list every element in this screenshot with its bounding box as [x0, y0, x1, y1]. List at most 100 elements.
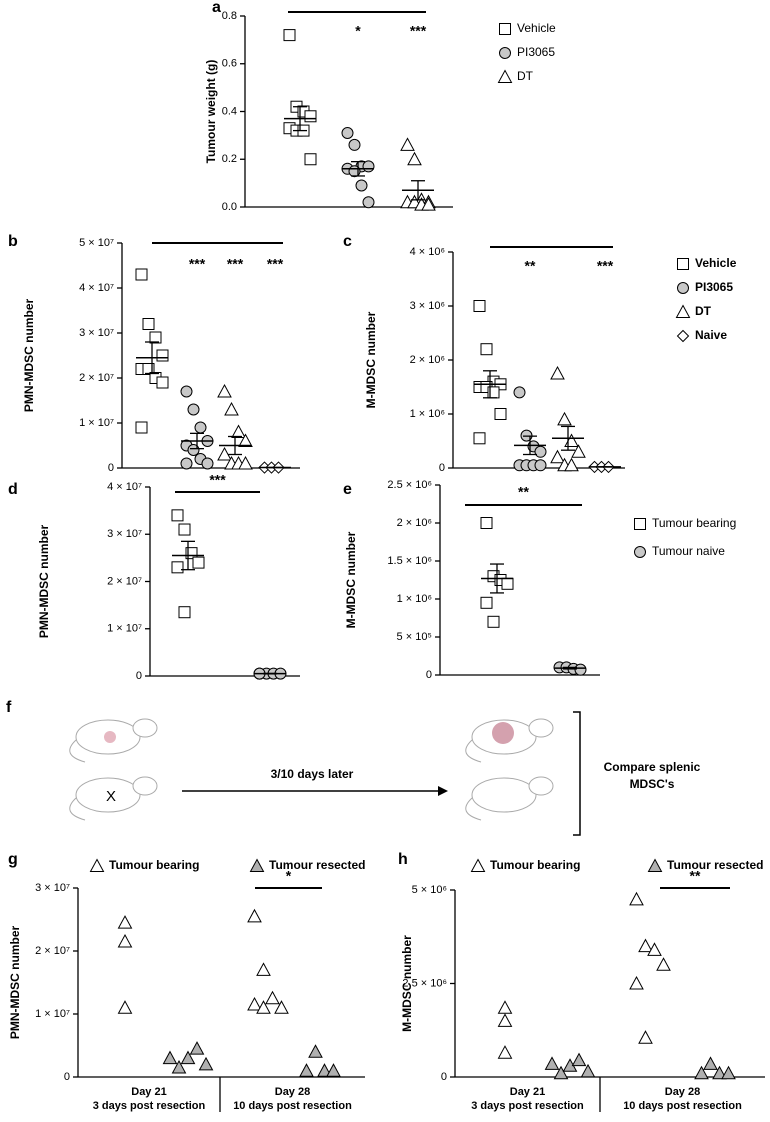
data-point — [501, 577, 514, 590]
data-point — [117, 934, 133, 948]
x-tick-label: Day 28 — [665, 1086, 700, 1098]
y-tick-label: 3 × 10⁶ — [410, 300, 445, 312]
data-point — [156, 349, 169, 362]
panel-label: h — [398, 851, 408, 868]
significance-label: * — [355, 23, 361, 39]
data-point — [247, 997, 262, 1011]
legend-icon — [634, 518, 646, 530]
data-point — [341, 126, 354, 139]
y-axis-label: PMN-MDSC number — [22, 299, 36, 413]
data-point — [629, 891, 644, 906]
y-axis-label: PMN-MDSC number — [8, 926, 22, 1040]
y-tick-label: 0 — [426, 669, 432, 681]
diagram: f X 3/10 days later Compare splenic MDSC… — [6, 699, 701, 836]
excision-mark: X — [106, 788, 116, 805]
data-point — [192, 556, 205, 569]
panel-label: d — [8, 481, 18, 498]
data-point — [265, 990, 280, 1005]
y-tick-label: 2.5 × 10⁶ — [402, 977, 447, 989]
result-label: Compare splenic — [604, 760, 701, 774]
data-point — [571, 444, 586, 458]
y-tick-label: 1.5 × 10⁶ — [387, 555, 432, 567]
legend-label: PI3065 — [695, 280, 733, 294]
y-tick-label: 2 × 10⁷ — [35, 945, 70, 957]
data-point — [544, 1056, 560, 1070]
data-point — [171, 561, 184, 574]
data-point — [721, 1065, 736, 1080]
y-tick-label: 1 × 10⁷ — [79, 417, 114, 429]
legend-label: DT — [517, 69, 534, 83]
data-point — [142, 363, 155, 375]
y-tick-label: 3 × 10⁷ — [107, 528, 142, 540]
y-tick-label: 5 × 10⁶ — [412, 884, 447, 896]
significance-label: *** — [267, 256, 284, 272]
data-point — [712, 1065, 727, 1080]
data-point — [348, 138, 361, 151]
y-tick-label: 4 × 10⁷ — [79, 282, 114, 294]
y-tick-label: 1 × 10⁶ — [410, 408, 445, 420]
y-tick-label: 0 — [108, 462, 114, 474]
data-point — [473, 432, 486, 445]
x-tick-note: 10 days post resection — [623, 1100, 742, 1112]
legend-icon — [499, 23, 511, 35]
data-point — [149, 331, 162, 344]
data-point — [362, 160, 375, 173]
x-tick-label: Day 21 — [131, 1086, 166, 1098]
legend-icon — [89, 858, 105, 872]
data-point — [574, 663, 587, 676]
y-tick-label: 2 × 10⁷ — [107, 575, 142, 587]
legend-icon — [677, 282, 689, 294]
y-tick-label: 0.0 — [222, 201, 237, 213]
y-axis-label: M-MDSC number — [364, 311, 378, 408]
legend-label: Vehicle — [517, 21, 556, 35]
data-point — [480, 343, 493, 356]
data-point — [355, 179, 368, 192]
legend-label: Tumour bearing — [109, 858, 199, 872]
data-point — [178, 523, 191, 536]
y-axis-label: M-MDSC number — [400, 935, 414, 1032]
panel-label: a — [212, 0, 221, 16]
significance-label: *** — [597, 258, 614, 274]
data-point — [564, 457, 579, 472]
data-point — [326, 1063, 341, 1077]
y-axis-label: Tumour weight (g) — [204, 60, 218, 164]
significance-label: *** — [189, 256, 206, 272]
data-point — [580, 1063, 596, 1078]
result-label: MDSC's — [630, 777, 675, 791]
data-point — [187, 403, 200, 416]
significance-label: * — [286, 868, 292, 884]
data-point — [117, 1000, 133, 1014]
data-point — [142, 318, 155, 330]
data-point — [400, 137, 415, 151]
legend-label: Tumour resected — [667, 858, 763, 872]
legend-label: Tumour bearing — [490, 858, 580, 872]
x-tick-label: Day 28 — [275, 1086, 310, 1098]
data-point — [180, 457, 193, 470]
data-point — [513, 386, 526, 399]
data-point — [497, 1045, 513, 1059]
data-point — [494, 408, 507, 420]
data-point — [180, 385, 193, 398]
data-point — [550, 365, 565, 380]
significance-label: *** — [209, 472, 226, 488]
data-point — [557, 411, 572, 426]
legend-label: Tumour bearing — [652, 516, 736, 530]
data-point — [117, 915, 133, 929]
y-tick-label: 0 — [441, 1071, 447, 1083]
data-point — [703, 1056, 718, 1070]
y-tick-label: 3 × 10⁷ — [35, 882, 70, 894]
panel-label: e — [343, 481, 352, 498]
data-point — [238, 455, 253, 470]
y-tick-label: 1 × 10⁷ — [107, 623, 142, 635]
data-point — [171, 509, 184, 522]
data-point — [497, 1013, 513, 1027]
y-tick-label: 1 × 10⁷ — [35, 1008, 70, 1020]
data-point — [638, 1030, 653, 1044]
y-axis-label: M-MDSC number — [344, 531, 358, 628]
legend-icon — [499, 47, 511, 59]
data-point — [178, 606, 191, 619]
legend-label: Tumour resected — [269, 858, 365, 872]
y-tick-label: 5 × 10⁷ — [79, 237, 114, 249]
data-point — [534, 445, 547, 458]
y-tick-label: 0.6 — [222, 58, 237, 70]
